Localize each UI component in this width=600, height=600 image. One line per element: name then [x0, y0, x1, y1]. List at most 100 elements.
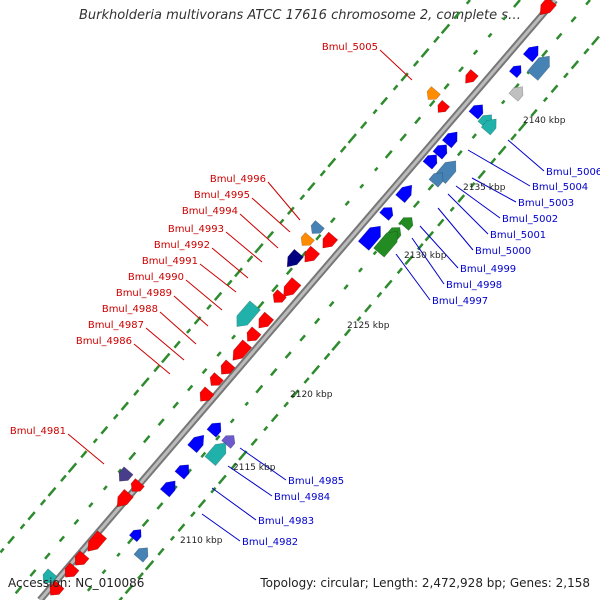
forward-gene [246, 326, 262, 342]
gc-tick [231, 334, 236, 340]
gc-tick [140, 377, 150, 387]
gc-tick [510, 133, 517, 141]
forward-gene-label: Bmul_4995 [194, 190, 250, 201]
forward-gene [539, 0, 557, 16]
forward-gene-label-leader [67, 433, 105, 465]
reverse-gene [428, 172, 444, 188]
scale-labels: 2140 kbp 2135 kbp 2130 kbp 2125 kbp 2120 kbp… [180, 116, 566, 546]
forward-gene-label-leader [185, 279, 223, 311]
gc-tick [364, 303, 372, 313]
gc-tick [315, 233, 322, 241]
gc-tick [86, 585, 93, 592]
reverse-gene-label: Bmul_4983 [258, 516, 314, 527]
gc-tick [339, 145, 347, 153]
gc-tick [502, 15, 507, 21]
reverse-gene [357, 225, 381, 251]
gc-tick [210, 486, 217, 494]
gc-tick [360, 121, 368, 130]
gc-tick [437, 218, 445, 227]
gc-tick [112, 413, 119, 420]
forward-gene [42, 568, 58, 584]
forward-gene-label-leader [267, 181, 301, 221]
forward-gene-label: Bmul_4988 [102, 304, 158, 315]
gc-tick [303, 377, 310, 384]
gc-tick [137, 572, 144, 580]
gc-tick [384, 150, 393, 159]
gc-tick [141, 518, 150, 528]
map-title: Burkholderia multivorans ATCC 17616 chro… [78, 8, 522, 23]
gc-tick [343, 284, 349, 290]
gc-tick [157, 418, 165, 426]
gc-tick [256, 300, 265, 310]
forward-gene-label-leader [133, 343, 171, 375]
reverse-gene-label: Bmul_4985 [288, 476, 344, 487]
gc-tick [585, 0, 591, 6]
reverse-gene [221, 435, 236, 449]
reverse-gene [379, 207, 394, 221]
forward-gene [322, 231, 339, 249]
gc-tick [323, 352, 331, 361]
gc-tick [570, 60, 580, 70]
reverse-gene-label-leader [211, 487, 257, 521]
gc-tick [457, 194, 466, 203]
reverse-gene [187, 434, 205, 454]
gc-tick [440, 23, 451, 35]
gc-tick [101, 569, 107, 575]
gc-tick [29, 569, 37, 577]
gc-tick [456, 150, 463, 157]
reverse-gene [206, 422, 222, 438]
gc-tick [206, 303, 212, 311]
gc-tick [290, 389, 300, 399]
gene-labels: Bmul_5005 Bmul_4996 Bmul_4995 Bmul_4994 Bmul… [10, 42, 600, 548]
forward-gene [220, 359, 236, 375]
gc-tick [319, 169, 326, 177]
gc-tick [144, 559, 155, 571]
gc-tick [530, 108, 538, 117]
gc-tick [238, 450, 248, 461]
reverse-gene-label-leader [437, 207, 474, 251]
gc-tick [299, 334, 306, 342]
gc-tick [153, 364, 161, 373]
forward-gene-label: Bmul_4992 [154, 240, 210, 251]
gc-tick [497, 145, 507, 156]
forward-gene [64, 562, 80, 578]
forward-gene [49, 580, 65, 596]
reverse-gene [468, 104, 484, 120]
reverse-gene [399, 217, 414, 231]
reverse-gene [395, 184, 413, 204]
gc-tick [201, 367, 208, 375]
forward-gene [258, 311, 275, 329]
forward-gene [465, 69, 479, 84]
reverse-gene [522, 45, 539, 63]
gc-tick [88, 502, 94, 508]
reverse-gene [508, 65, 522, 79]
gc-tick [172, 401, 179, 409]
scale-label: 2120 kbp [290, 390, 333, 400]
gc-tick [356, 316, 362, 322]
scale-label: 2135 kbp [463, 183, 506, 193]
gc-tick [400, 72, 409, 82]
reverse-gene-label-leader [467, 149, 531, 187]
gc-tick [542, 96, 549, 103]
reverse-gene-label-leader [227, 465, 273, 497]
gc-tick [14, 585, 23, 595]
reverse-gene-label: Bmul_4999 [460, 264, 516, 275]
gc-tick [472, 49, 479, 56]
forward-gene [118, 466, 134, 482]
forward-gene-label-leader [379, 49, 413, 81]
gc-tick [583, 47, 590, 55]
forward-gene [283, 277, 302, 297]
reverse-gene-label: Bmul_4982 [242, 537, 298, 548]
gc-tick [160, 352, 171, 364]
gc-tick [449, 206, 455, 212]
reverse-gene [373, 231, 398, 258]
gc-tick [173, 340, 181, 349]
reverse-gene [480, 118, 497, 136]
reverse-gene-label: Bmul_4984 [274, 492, 330, 503]
gc-tick [376, 291, 383, 298]
forward-gene [130, 478, 145, 492]
forward-gene-label: Bmul_5005 [322, 42, 378, 53]
forward-gene-label-leader [199, 263, 237, 293]
gc-tick [255, 384, 264, 394]
